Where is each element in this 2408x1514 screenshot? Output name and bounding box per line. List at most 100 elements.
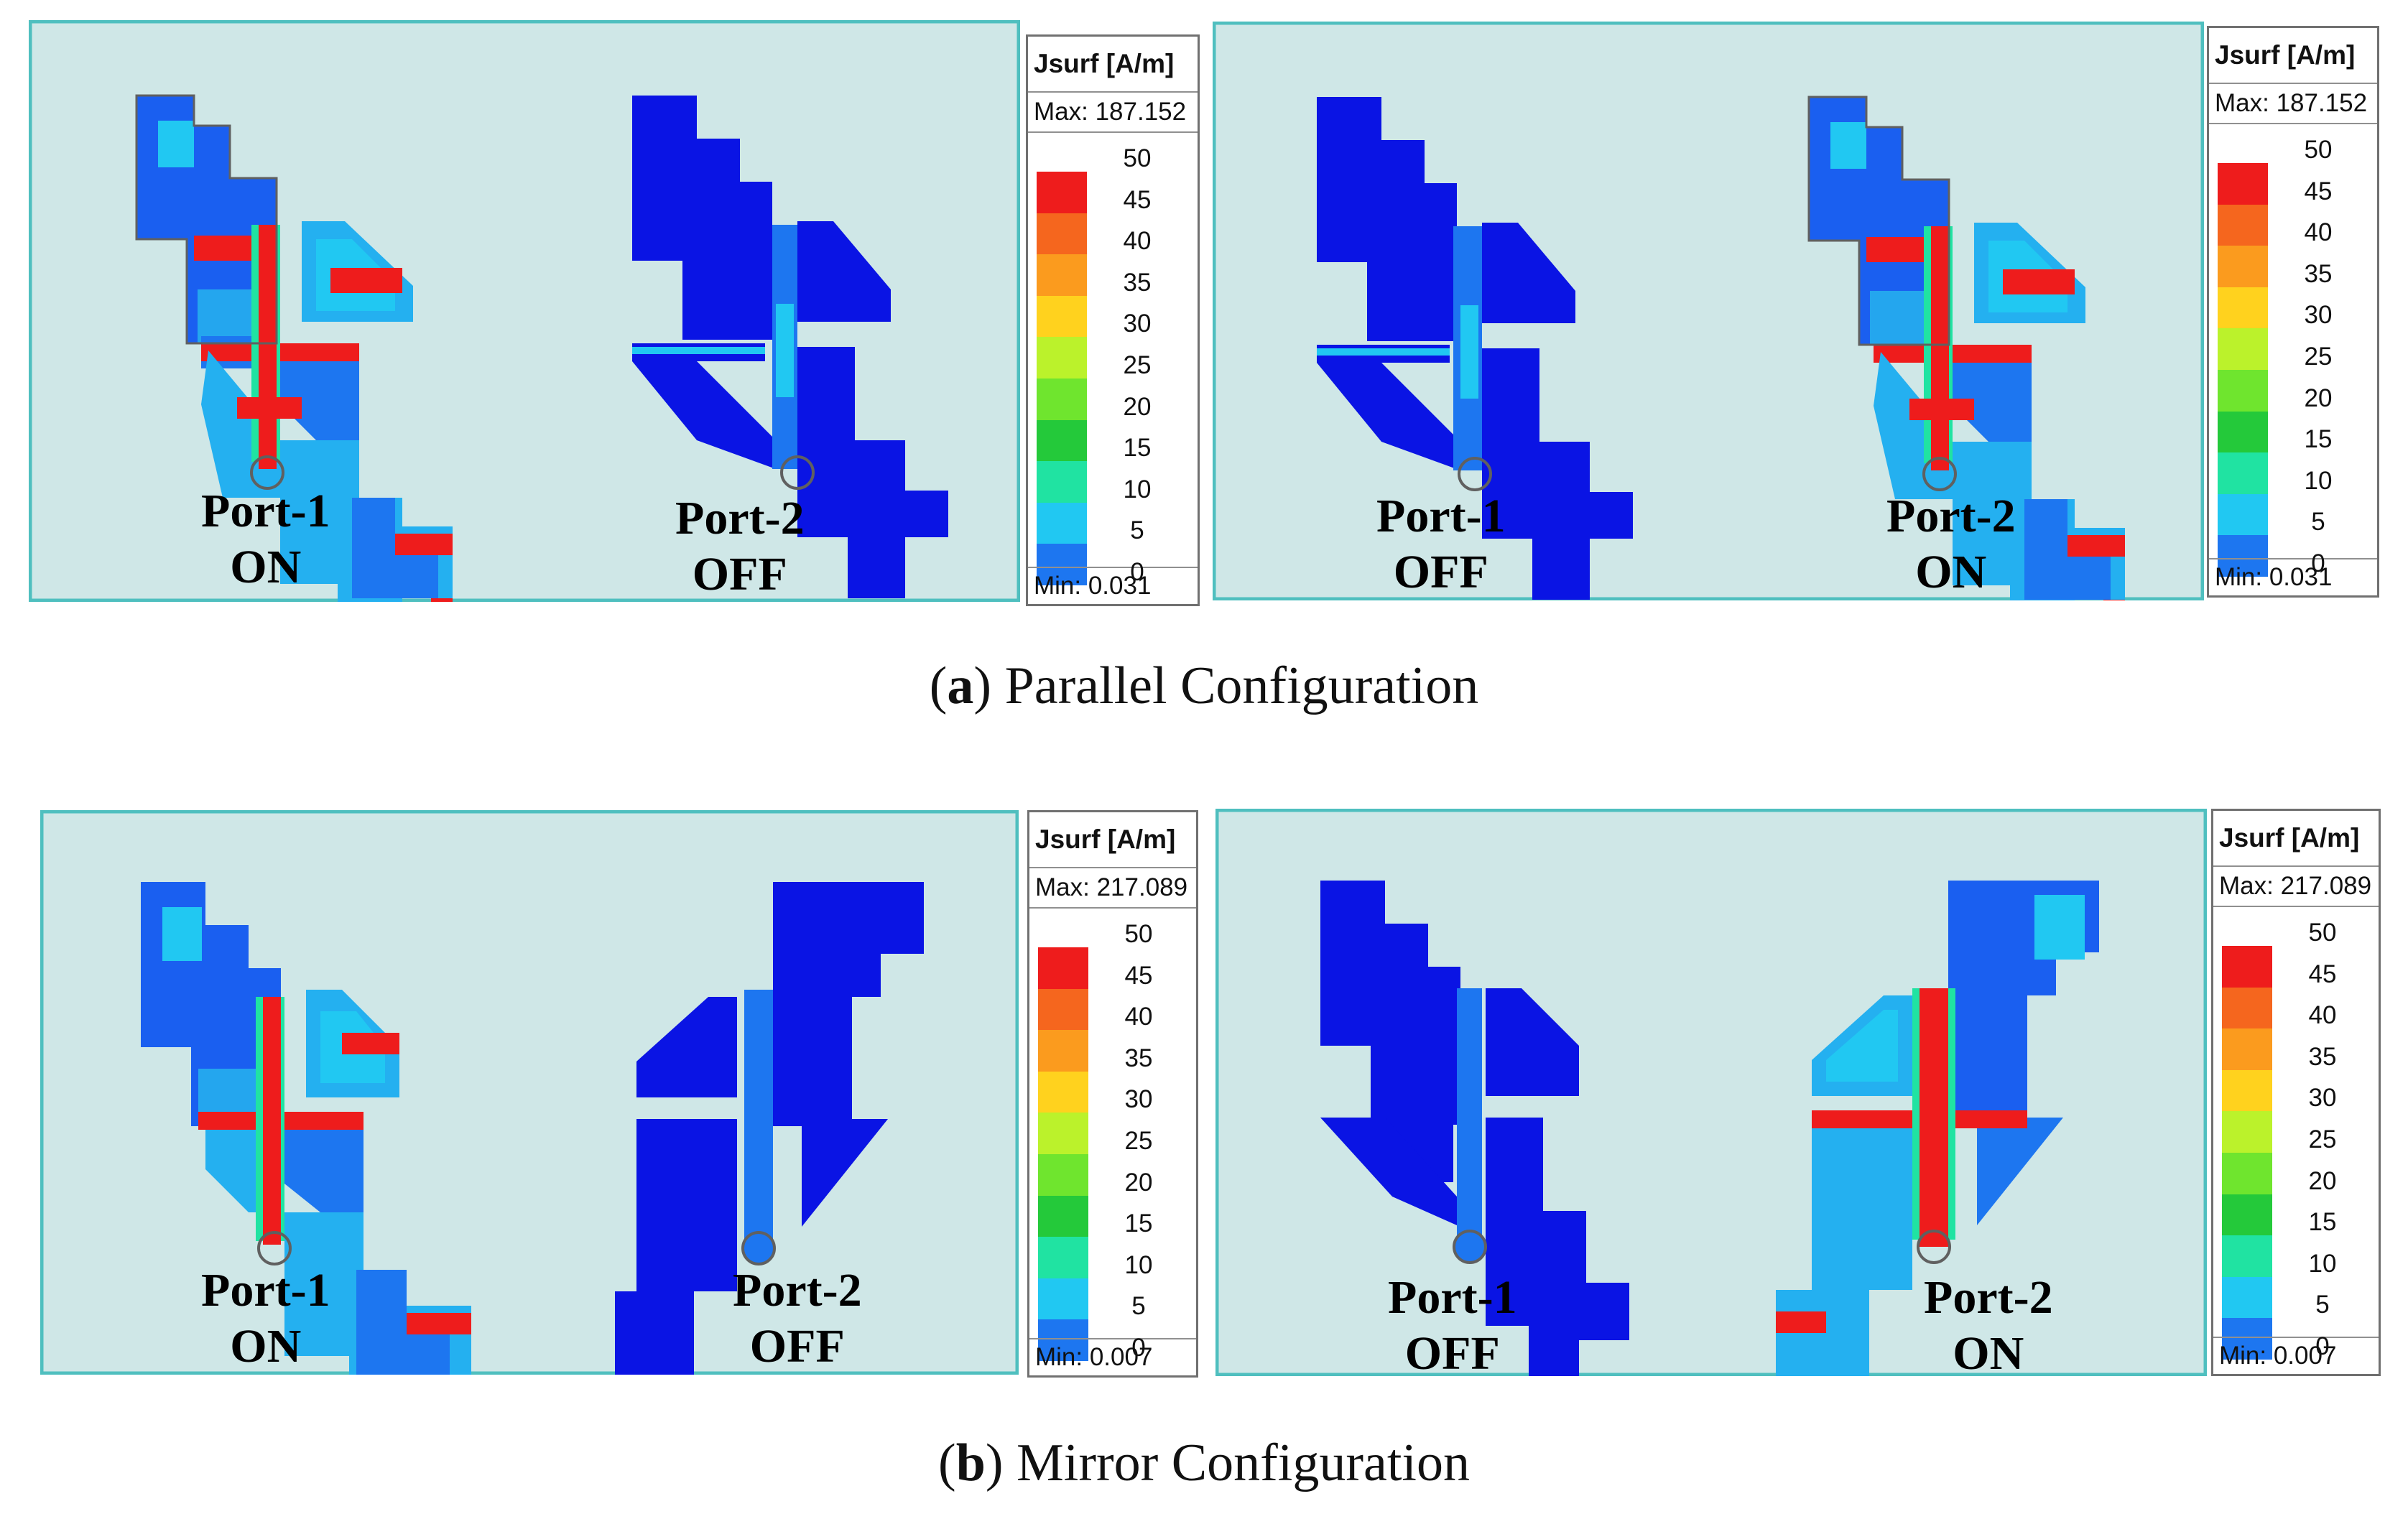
legend-max: Max: 187.152 — [1028, 93, 1198, 133]
colorbar-legend-a-left: Jsurf [A/m] Max: 187.152 Min: 0.031 50 45… — [1026, 34, 1200, 606]
port2-label: Port-2 ON — [1886, 488, 2016, 600]
colorbar-tick-label: 30 — [1124, 1085, 1153, 1114]
colorbar-tick-label: 50 — [2308, 919, 2337, 947]
colorbar-tick-label: 15 — [2304, 425, 2333, 454]
caption-a: (a) Parallel Configuration — [929, 656, 1479, 715]
colorbar-segment — [1037, 544, 1087, 586]
colorbar-segment — [2222, 1111, 2272, 1153]
colorbar-segment — [1037, 213, 1087, 255]
colorbar-segment — [1037, 419, 1087, 462]
colorbar-tick-label: 45 — [1124, 961, 1153, 990]
colorbar — [2218, 163, 2268, 577]
colorbar-tick-label: 35 — [1124, 1044, 1153, 1072]
sim-panel-a-left: Port-1 ON Port-2 OFF — [29, 20, 1020, 602]
legend-min: Min: 0.031 — [2209, 558, 2377, 595]
colorbar-segment — [1037, 295, 1087, 338]
antenna-port1-on — [141, 882, 471, 1375]
colorbar-segment — [2222, 987, 2272, 1029]
port-name: Port-2 — [1924, 1271, 2053, 1324]
sim-panel-a-right: Port-1 OFF Port-2 ON — [1213, 22, 2204, 600]
port-name: Port-1 — [1376, 490, 1506, 542]
port-state: OFF — [1404, 1327, 1500, 1380]
antenna-port1-on — [135, 94, 453, 602]
port-name: Port-2 — [1886, 490, 2016, 542]
colorbar-tick-label: 30 — [2304, 301, 2333, 330]
caption-b: (b) Mirror Configuration — [938, 1434, 1470, 1492]
colorbar-tick-label: 40 — [1123, 227, 1152, 256]
colorbar-segment — [2218, 328, 2268, 371]
port1-label: Port-1 OFF — [1376, 488, 1506, 600]
colorbar-tick-label: 15 — [2308, 1208, 2337, 1237]
port1-label: Port-1 OFF — [1388, 1270, 1517, 1382]
colorbar-segment — [1038, 1319, 1088, 1362]
legend-title: Jsurf [A/m] — [2213, 811, 2379, 867]
field-plot — [1213, 22, 2204, 600]
port-state: OFF — [1393, 546, 1488, 598]
colorbar-tick-label: 25 — [2308, 1125, 2337, 1153]
colorbar-segment — [2218, 370, 2268, 412]
colorbar-legend-b-left: Jsurf [A/m] Max: 217.089 Min: 0.007 50 45… — [1027, 810, 1198, 1378]
colorbar-segment — [1038, 1278, 1088, 1320]
colorbar-tick-label: 50 — [2304, 136, 2333, 164]
colorbar-tick-label: 50 — [1123, 144, 1152, 172]
colorbar-tick-label: 40 — [2304, 218, 2333, 247]
colorbar-segment — [1037, 502, 1087, 544]
colorbar-tick-label: 10 — [1124, 1250, 1153, 1279]
port1-label: Port-1 ON — [201, 483, 330, 595]
colorbar-tick-label: 35 — [2308, 1042, 2337, 1071]
colorbar-tick-label: 20 — [1123, 392, 1152, 421]
colorbar-segment — [1038, 988, 1088, 1031]
legend-max: Max: 217.089 — [1029, 868, 1196, 909]
colorbar-tick-label: 10 — [1123, 475, 1152, 503]
caption-text: Mirror Configuration — [1017, 1434, 1470, 1492]
colorbar — [1037, 172, 1087, 586]
port2-label: Port-2 ON — [1924, 1270, 2053, 1382]
colorbar-tick-label: 35 — [2304, 259, 2333, 288]
colorbar-tick-label: 0 — [1130, 558, 1144, 586]
antenna-port1-off — [1317, 97, 1633, 600]
colorbar-segment — [1038, 1195, 1088, 1237]
colorbar-tick-label: 10 — [2304, 466, 2333, 495]
antenna-port2-off — [615, 882, 924, 1375]
colorbar-segment — [2218, 246, 2268, 288]
colorbar-segment — [1037, 172, 1087, 213]
colorbar-tick-label: 5 — [1130, 516, 1144, 545]
legend-max: Max: 187.152 — [2209, 84, 2377, 124]
port-name: Port-1 — [201, 485, 330, 537]
colorbar-segment — [1038, 1030, 1088, 1072]
colorbar-segment — [2218, 287, 2268, 329]
colorbar-segment — [2218, 493, 2268, 536]
colorbar-segment — [2218, 411, 2268, 453]
port-state: ON — [1915, 546, 1987, 598]
port2-label: Port-2 OFF — [675, 491, 805, 603]
colorbar-tick-label: 5 — [2315, 1291, 2330, 1319]
colorbar-tick-label: 15 — [1124, 1209, 1153, 1238]
legend-max: Max: 217.089 — [2213, 867, 2379, 907]
colorbar-tick-label: 20 — [2308, 1166, 2337, 1195]
field-plot — [1215, 809, 2207, 1376]
antenna-port2-on — [1776, 881, 2099, 1376]
colorbar-tick-label: 50 — [1124, 920, 1153, 948]
antenna-port1-off — [1320, 881, 1629, 1376]
port1-label: Port-1 ON — [201, 1263, 330, 1375]
colorbar-segment — [1038, 1154, 1088, 1196]
colorbar-segment — [2218, 535, 2268, 577]
colorbar-segment — [2218, 163, 2268, 205]
colorbar-segment — [1037, 378, 1087, 420]
colorbar-tick-label: 40 — [1124, 1003, 1153, 1031]
colorbar-tick-label: 35 — [1123, 268, 1152, 297]
antenna-port2-on — [1807, 96, 2125, 600]
colorbar — [1038, 947, 1088, 1362]
colorbar-tick-label: 30 — [2308, 1084, 2337, 1113]
colorbar-tick-label: 5 — [2311, 508, 2325, 537]
colorbar-segment — [1038, 947, 1088, 989]
field-plot — [29, 20, 1020, 602]
port-name: Port-1 — [201, 1264, 330, 1316]
colorbar-segment — [2222, 1194, 2272, 1236]
colorbar-segment — [1037, 461, 1087, 503]
colorbar-segment — [1037, 337, 1087, 379]
colorbar-legend-b-right: Jsurf [A/m] Max: 217.089 Min: 0.007 50 45… — [2211, 809, 2381, 1376]
legend-min: Min: 0.007 — [1029, 1338, 1196, 1375]
port-state: ON — [230, 1320, 302, 1373]
colorbar-segment — [1038, 1237, 1088, 1279]
